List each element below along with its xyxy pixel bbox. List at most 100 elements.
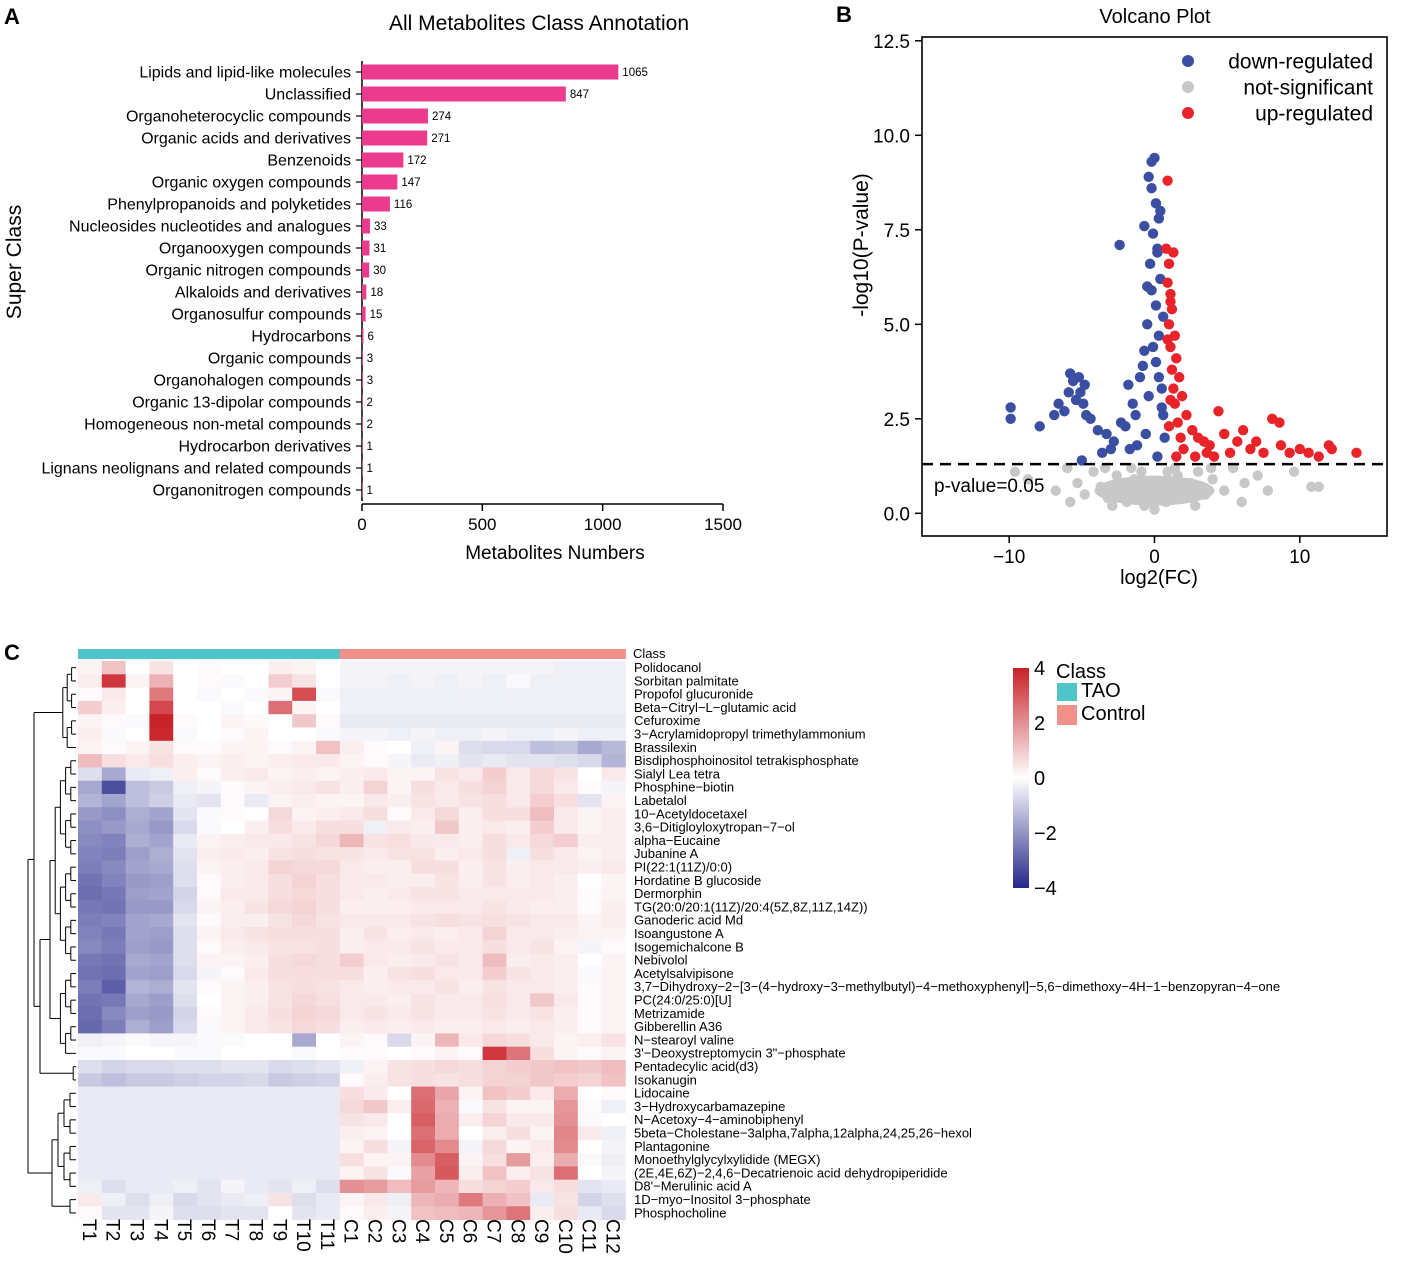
heatmap-cell <box>339 1006 364 1021</box>
heatmap-cell <box>387 1073 412 1087</box>
volcano-y-tick-label: 12.5 <box>873 32 910 53</box>
heatmap-cell <box>316 980 341 994</box>
heatmap-cell <box>220 1113 245 1127</box>
heatmap-cell <box>530 767 555 782</box>
heatmap-cell <box>363 847 388 861</box>
heatmap-cell <box>601 767 626 782</box>
heatmap-cell <box>387 833 412 848</box>
heatmap-cell <box>601 740 626 755</box>
heatmap-cell <box>435 860 460 875</box>
heatmap-cell <box>149 980 174 994</box>
heatmap-cell <box>411 1113 436 1127</box>
heatmap-cell <box>244 820 269 835</box>
bar <box>362 482 363 498</box>
heatmap-cell <box>506 661 531 675</box>
heatmap-cell <box>411 940 436 954</box>
heatmap-cell <box>316 727 341 742</box>
heatmap-cell <box>292 714 317 728</box>
bar-value-label: 18 <box>370 287 383 299</box>
heatmap-cell <box>554 913 579 928</box>
heatmap-cell <box>506 754 531 768</box>
down-regulated-point <box>1139 345 1150 356</box>
heatmap-cell <box>197 993 222 1008</box>
heatmap-cell <box>339 887 364 901</box>
heatmap-cell <box>316 913 341 928</box>
heatmap-cell <box>601 700 626 715</box>
color-scale-tick-label: 2 <box>1034 713 1045 735</box>
bar-category-label: Benzenoids <box>267 153 351 170</box>
heatmap-cell <box>292 1020 317 1034</box>
heatmap-cell <box>78 820 103 835</box>
heatmap-cell <box>78 993 103 1008</box>
heatmap-cell <box>339 1206 364 1220</box>
heatmap-cell <box>554 1073 579 1087</box>
heatmap-cell <box>149 847 174 861</box>
heatmap-cell <box>244 1046 269 1061</box>
bar-value-label: 1065 <box>622 67 648 79</box>
heatmap-cell <box>577 1073 602 1087</box>
heatmap-cell <box>197 847 222 861</box>
bar <box>362 350 363 366</box>
heatmap-cell <box>554 700 579 715</box>
heatmap-cell <box>339 1126 364 1141</box>
heatmap-cell <box>577 980 602 994</box>
heatmap-cell <box>101 927 126 941</box>
heatmap-cell <box>435 833 460 848</box>
heatmap-cell <box>601 873 626 888</box>
heatmap-cell <box>506 900 531 915</box>
volcano-y-tick-label: 10.0 <box>873 126 910 147</box>
bar-category-label: Phenylpropanoids and polyketides <box>107 197 351 214</box>
heatmap-column-label: C10 <box>554 1219 575 1254</box>
heatmap-cell <box>363 674 388 688</box>
heatmap-cell <box>173 847 198 861</box>
heatmap-cell <box>316 1179 341 1194</box>
heatmap-cell <box>435 913 460 928</box>
heatmap-row-label: 3,6−Ditigloyloxytropan−7−ol <box>634 820 795 835</box>
heatmap-cell <box>601 754 626 768</box>
heatmap-cell <box>220 727 245 742</box>
heatmap-cell <box>268 847 293 861</box>
heatmap-cell <box>173 927 198 941</box>
heatmap-cell <box>244 940 269 954</box>
heatmap-cell <box>197 966 222 981</box>
heatmap-cell <box>316 1099 341 1114</box>
not-significant-point <box>1192 466 1204 477</box>
heatmap-cell <box>601 900 626 915</box>
heatmap-cell <box>149 873 174 888</box>
heatmap-cell <box>125 1179 150 1194</box>
heatmap-cell <box>530 714 555 728</box>
not-significant-point <box>1050 485 1061 496</box>
volcano-x-tick-label: −10 <box>993 547 1025 568</box>
heatmap-cell <box>387 900 412 915</box>
bar <box>362 86 566 102</box>
heatmap-cell <box>363 873 388 888</box>
up-regulated-point <box>1165 288 1176 300</box>
heatmap-cell <box>363 767 388 782</box>
heatmap-cell <box>411 1033 436 1048</box>
heatmap-cell <box>292 940 317 954</box>
heatmap-cell <box>363 1126 388 1141</box>
not-significant-point <box>1239 477 1250 489</box>
heatmap-cell <box>220 927 245 941</box>
heatmap-cell <box>411 780 436 795</box>
heatmap-cell <box>316 873 341 888</box>
heatmap-cell <box>458 1126 483 1141</box>
heatmap-cell <box>268 980 293 994</box>
heatmap-cell <box>554 1179 579 1194</box>
heatmap-cell <box>387 674 412 688</box>
heatmap-cell <box>435 700 460 715</box>
heatmap-cell <box>339 714 364 728</box>
heatmap-cell <box>339 794 364 808</box>
heatmap-cell <box>435 887 460 901</box>
bar-value-label: 274 <box>432 111 452 123</box>
heatmap-cell <box>197 1153 222 1167</box>
heatmap-cell <box>339 873 364 888</box>
heatmap-cell <box>435 714 460 728</box>
heatmap-cell <box>292 1193 317 1207</box>
heatmap-cell <box>173 674 198 688</box>
bar-chart-x-tick-label: 0 <box>357 515 366 534</box>
heatmap-cell <box>78 1113 103 1127</box>
heatmap-cell <box>363 953 388 968</box>
heatmap-cell <box>292 807 317 821</box>
